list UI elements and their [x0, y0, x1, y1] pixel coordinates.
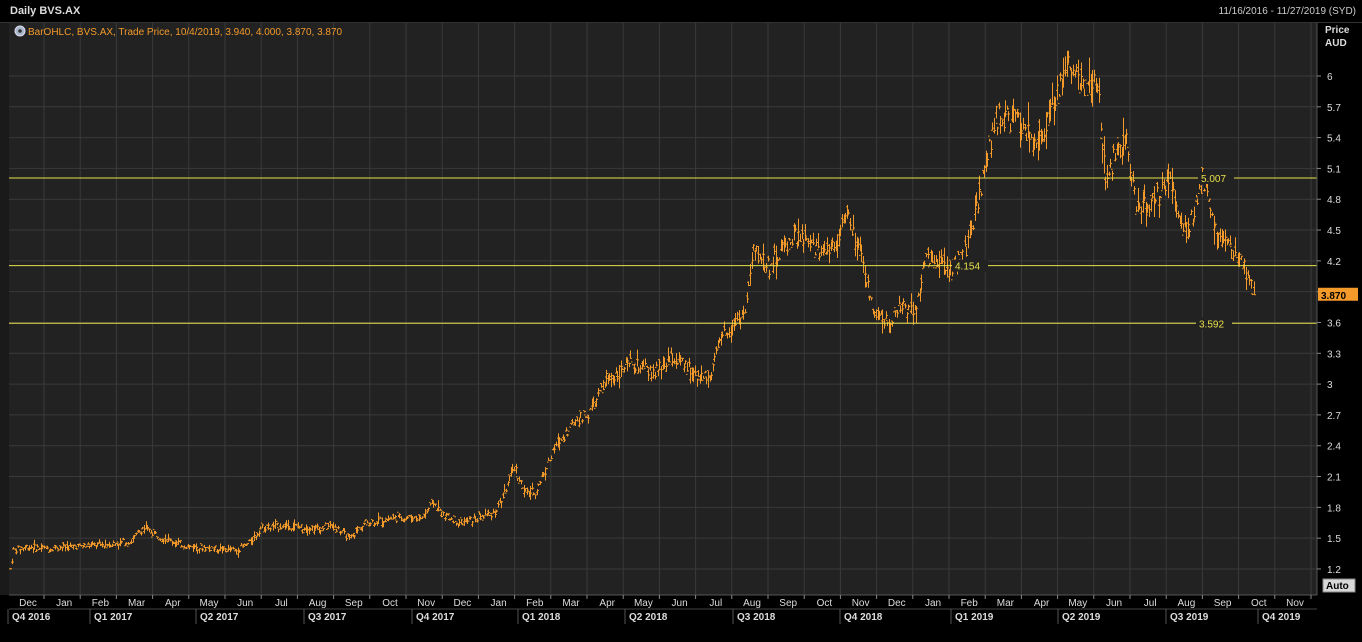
month-label: Sep	[345, 598, 363, 609]
y-axis-title: Price	[1325, 25, 1350, 36]
month-label: Oct	[1251, 598, 1267, 609]
month-label: Apr	[599, 598, 615, 609]
y-tick-label: 3	[1327, 380, 1333, 391]
y-tick-label: 3.3	[1327, 349, 1341, 360]
y-tick-label: 4.8	[1327, 195, 1341, 206]
last-price-badge	[1318, 287, 1358, 301]
quarter-label: Q2 2018	[629, 612, 668, 623]
horizontal-line-label: 5.007	[1201, 174, 1226, 185]
month-label: Dec	[19, 598, 37, 609]
month-label: Mar	[128, 598, 146, 609]
month-label: Jul	[709, 598, 722, 609]
month-label: May	[634, 598, 653, 609]
month-label: May	[200, 598, 219, 609]
y-tick-label: 4.2	[1327, 257, 1341, 268]
legend[interactable]: BarOHLC, BVS.AX, Trade Price, 10/4/2019,…	[14, 25, 343, 38]
month-label: Dec	[888, 598, 906, 609]
auto-scale-button[interactable]	[1322, 578, 1356, 593]
month-label: Jan	[925, 598, 941, 609]
month-label: Apr	[1034, 598, 1050, 609]
horizontal-line-label: 4.154	[955, 262, 980, 273]
quarter-label: Q4 2016	[12, 612, 51, 623]
month-label: Jun	[672, 598, 688, 609]
gear-icon-hub	[18, 29, 22, 33]
horizontal-line-label: 3.592	[1199, 319, 1224, 330]
y-gridlines	[9, 75, 1317, 570]
quarter-label: Q4 2017	[416, 612, 455, 623]
month-label: Jun	[1106, 598, 1122, 609]
month-label: Aug	[743, 598, 761, 609]
y-tick-label: 1.8	[1327, 503, 1341, 514]
month-label: Oct	[382, 598, 398, 609]
month-label: Dec	[454, 598, 472, 609]
month-label: Jan	[56, 598, 72, 609]
month-label: Nov	[852, 598, 870, 609]
month-label: Jun	[237, 598, 253, 609]
plot-area[interactable]	[9, 23, 1317, 595]
quarter-label: Q3 2018	[737, 612, 776, 623]
y-tick-label: 3.6	[1327, 318, 1341, 329]
quarter-label: Q3 2017	[308, 612, 347, 623]
month-label: Oct	[817, 598, 833, 609]
y-tick-label: 2.4	[1327, 442, 1341, 453]
month-label: Feb	[526, 598, 544, 609]
y-tick-label: 4.5	[1327, 226, 1341, 237]
quarter-label: Q4 2018	[844, 612, 883, 623]
month-label: Aug	[1178, 598, 1196, 609]
y-axis-panel	[1317, 23, 1362, 595]
y-tick-label: 1.2	[1327, 565, 1341, 576]
horizontal-lines[interactable]: 5.007 4.154 3.592	[9, 171, 1317, 330]
quarter-label: Q1 2017	[94, 612, 133, 623]
x-gridlines	[43, 23, 1312, 595]
quarter-label: Q2 2019	[1062, 612, 1101, 623]
month-label: Mar	[997, 598, 1015, 609]
month-labels: Dec Jan Feb Mar Apr May Jun Jul Aug Sep Oct Nov Dec J…	[19, 595, 1312, 609]
month-label: Feb	[92, 598, 110, 609]
chart-title: Daily BVS.AX	[10, 5, 81, 17]
ohlc-bars	[9, 50, 1256, 570]
month-label: Nov	[417, 598, 435, 609]
y-tick-label: 5.1	[1327, 164, 1341, 175]
legend-text: BarOHLC, BVS.AX, Trade Price, 10/4/2019,…	[28, 27, 343, 38]
y-tick-label: 5.4	[1327, 134, 1341, 145]
horizontal-line-label-bg	[952, 259, 988, 272]
month-label: Aug	[309, 598, 327, 609]
month-label: May	[1068, 598, 1087, 609]
y-tick-label: 6	[1327, 72, 1333, 83]
month-label: Feb	[961, 598, 979, 609]
horizontal-line-label-bg	[1198, 171, 1234, 184]
y-tick-label: 1.5	[1327, 534, 1341, 545]
horizontal-line-label-bg	[1196, 317, 1232, 330]
auto-scale-label: Auto	[1326, 581, 1349, 592]
quarter-label: Q1 2018	[522, 612, 561, 623]
month-label: Apr	[165, 598, 181, 609]
y-tick-label: 2.1	[1327, 473, 1341, 484]
y-axis-unit: AUD	[1325, 38, 1347, 49]
month-label: Jul	[275, 598, 288, 609]
date-range[interactable]: 11/16/2016 - 11/27/2019 (SYD)	[1218, 6, 1357, 17]
y-tick-label: 2.7	[1327, 411, 1341, 422]
month-label: Mar	[562, 598, 580, 609]
quarter-label: Q4 2019	[1262, 612, 1301, 623]
last-price-label: 3.870	[1321, 291, 1346, 302]
month-label: Jul	[1144, 598, 1157, 609]
month-label: Nov	[1286, 598, 1304, 609]
y-tick-label: 5.7	[1327, 103, 1341, 114]
month-label: Jan	[491, 598, 507, 609]
quarter-label: Q3 2019	[1170, 612, 1209, 623]
quarter-label: Q1 2019	[955, 612, 994, 623]
quarter-label: Q2 2017	[200, 612, 239, 623]
month-label: Sep	[779, 598, 797, 609]
month-label: Sep	[1214, 598, 1232, 609]
title-bar: Daily BVS.AX 11/16/2016 - 11/27/2019 (SY…	[0, 0, 1362, 23]
quarter-labels: Q4 2016 Q1 2017 Q2 2017 Q3 2017 Q4 2017 Q1 20…	[7, 609, 1301, 624]
x-axis-panel	[0, 595, 1362, 642]
